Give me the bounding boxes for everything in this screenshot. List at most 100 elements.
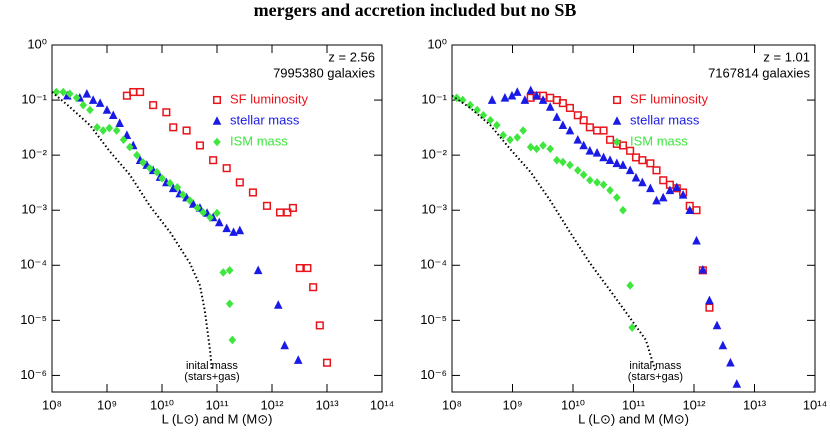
point [315,321,324,330]
point [222,223,231,233]
curve-label: inital mass [629,360,681,372]
point [619,205,627,215]
point [93,123,101,132]
point [546,93,555,102]
point [283,208,292,217]
point [718,340,728,350]
x-tick-label: 10¹¹ [622,397,646,412]
point [513,133,522,142]
point [72,93,81,103]
point [185,196,194,205]
point [173,183,182,192]
point [559,157,567,167]
point [162,108,171,117]
point [473,105,481,115]
point [507,90,517,100]
point [658,192,668,202]
legend-marker [612,116,622,125]
y-tick-label: 10⁻⁶ [20,367,47,382]
annotation: 7995380 galaxies [273,65,375,80]
point [599,180,608,190]
point [593,126,602,135]
point [214,217,224,227]
legend-label: stellar mass [630,112,700,127]
point [169,123,178,132]
point [458,95,467,105]
point [545,102,555,111]
point [153,167,161,177]
point [592,148,602,157]
point [158,173,166,183]
y-tick-label: 10⁻² [421,147,447,162]
annotation: 7167814 galaxies [708,65,810,80]
point [275,208,285,217]
point [565,103,574,112]
point [646,183,655,193]
point [213,208,221,218]
point [546,144,555,154]
x-tick-label: 10¹⁰ [150,397,174,412]
x-tick-label: 10⁸ [42,397,62,412]
legend-label: SF luminosity [630,91,709,106]
point [59,87,68,97]
point [303,264,312,273]
y-tick-label: 10⁻⁴ [420,257,447,272]
curve-label: inital mass [186,360,238,372]
point [732,379,742,388]
y-tick-label: 10⁻⁵ [20,312,47,327]
mass-curve [451,94,657,372]
point [295,264,304,273]
point [133,150,141,160]
point [573,134,583,144]
point [492,120,501,130]
point [579,170,588,180]
point [593,178,601,187]
x-tick-label: 10¹⁴ [803,397,827,412]
point [102,105,112,114]
point [553,155,561,165]
point [225,299,234,309]
point [79,100,88,110]
point [618,141,628,150]
y-tick-label: 10⁻⁶ [420,367,447,382]
point [526,85,536,95]
point [579,140,588,150]
point [685,205,695,215]
point [586,175,594,185]
point [618,160,628,169]
point [606,135,615,144]
point [692,206,701,215]
y-tick-label: 10⁻⁴ [20,257,47,272]
point [253,265,263,275]
point [506,135,514,145]
x-tick-label: 10¹³ [315,397,339,412]
x-tick-label: 10¹⁴ [370,397,394,412]
point [672,182,682,192]
figure-title: mergers and accretion included but no SB [254,0,577,20]
point [566,160,574,170]
point [195,141,205,150]
x-tick-label: 10¹² [260,397,284,412]
x-axis-label: L (L⊙) and M (M⊙) [162,411,273,426]
point [631,172,641,182]
point [726,357,735,367]
point [235,225,245,235]
point [698,264,708,274]
x-axis-label: L (L⊙) and M (M⊙) [578,411,689,426]
point [487,95,497,104]
point [293,355,303,364]
point [573,111,582,120]
point [605,155,615,164]
point [119,135,128,145]
point [126,142,134,152]
point [188,199,198,208]
point [585,123,594,132]
point [112,126,121,135]
point [95,98,105,107]
point [479,110,488,120]
point [678,190,688,199]
point [532,144,541,154]
point [652,195,661,205]
point [280,340,289,350]
point [273,300,283,309]
